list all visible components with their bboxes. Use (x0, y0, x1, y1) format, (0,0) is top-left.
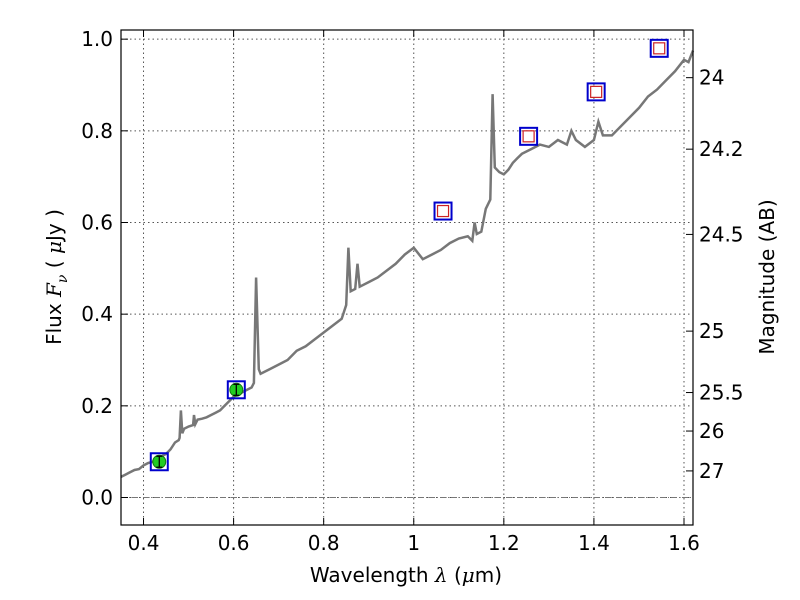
y-axis-title: Flux Fν ( μJy ) (42, 209, 71, 345)
y-tick-label: 0.8 (81, 119, 113, 143)
magnitude-axis-ticks: 24 24.2 24.5 25 25.5 26 27 (686, 66, 744, 483)
y-tick-label: 1.0 (81, 27, 113, 51)
photometry-measured (149, 380, 246, 472)
limit-box (433, 201, 453, 221)
y-axis-ticks: 0.0 0.2 0.4 0.6 0.8 1.0 (81, 27, 128, 510)
limit-marker (590, 85, 603, 98)
limit-box (519, 126, 539, 146)
y-tick-label: 0.6 (81, 211, 113, 235)
y-tick-label: 0.4 (81, 302, 113, 326)
plot-frame (120, 29, 694, 526)
right-axis-title: Magnitude (AB) (755, 199, 779, 354)
limit-point (519, 126, 539, 146)
x-axis-title: Wavelength λ (μm) (310, 563, 502, 587)
limit-marker (436, 204, 450, 218)
measured-point (149, 452, 169, 472)
limit-box (586, 82, 606, 102)
x-tick-label: 1.4 (578, 531, 610, 555)
x-tick-label: 1.6 (668, 531, 700, 555)
limit-point (649, 38, 669, 58)
mag-tick-label: 25 (699, 319, 724, 343)
spectrum-line (120, 50, 695, 479)
limit-point (433, 201, 453, 221)
mag-tick-label: 27 (699, 459, 724, 483)
mag-tick-label: 24 (699, 66, 724, 90)
x-tick-label: 1.2 (488, 531, 520, 555)
x-tick-label: 0.8 (308, 531, 340, 555)
x-tick-label: 0.4 (128, 531, 160, 555)
measured-box (149, 452, 169, 472)
limit-point (586, 82, 606, 102)
measured-box (226, 380, 246, 400)
mag-tick-label: 24.2 (699, 137, 744, 161)
measured-point (226, 380, 246, 400)
mag-tick-label: 26 (699, 419, 724, 443)
limit-marker (522, 130, 535, 143)
limit-marker (653, 42, 666, 55)
photometry-limits (433, 38, 669, 221)
y-tick-label: 0.0 (81, 486, 113, 510)
y-tick-label: 0.2 (81, 394, 113, 418)
limit-box (649, 38, 669, 58)
mag-tick-label: 25.5 (699, 381, 744, 405)
x-axis-ticks: 0.4 0.6 0.8 1 1.2 1.4 1.6 (128, 30, 700, 555)
grid (121, 30, 693, 525)
x-tick-label: 0.6 (218, 531, 250, 555)
mag-tick-label: 24.5 (699, 222, 744, 246)
x-tick-label: 1 (407, 531, 420, 555)
